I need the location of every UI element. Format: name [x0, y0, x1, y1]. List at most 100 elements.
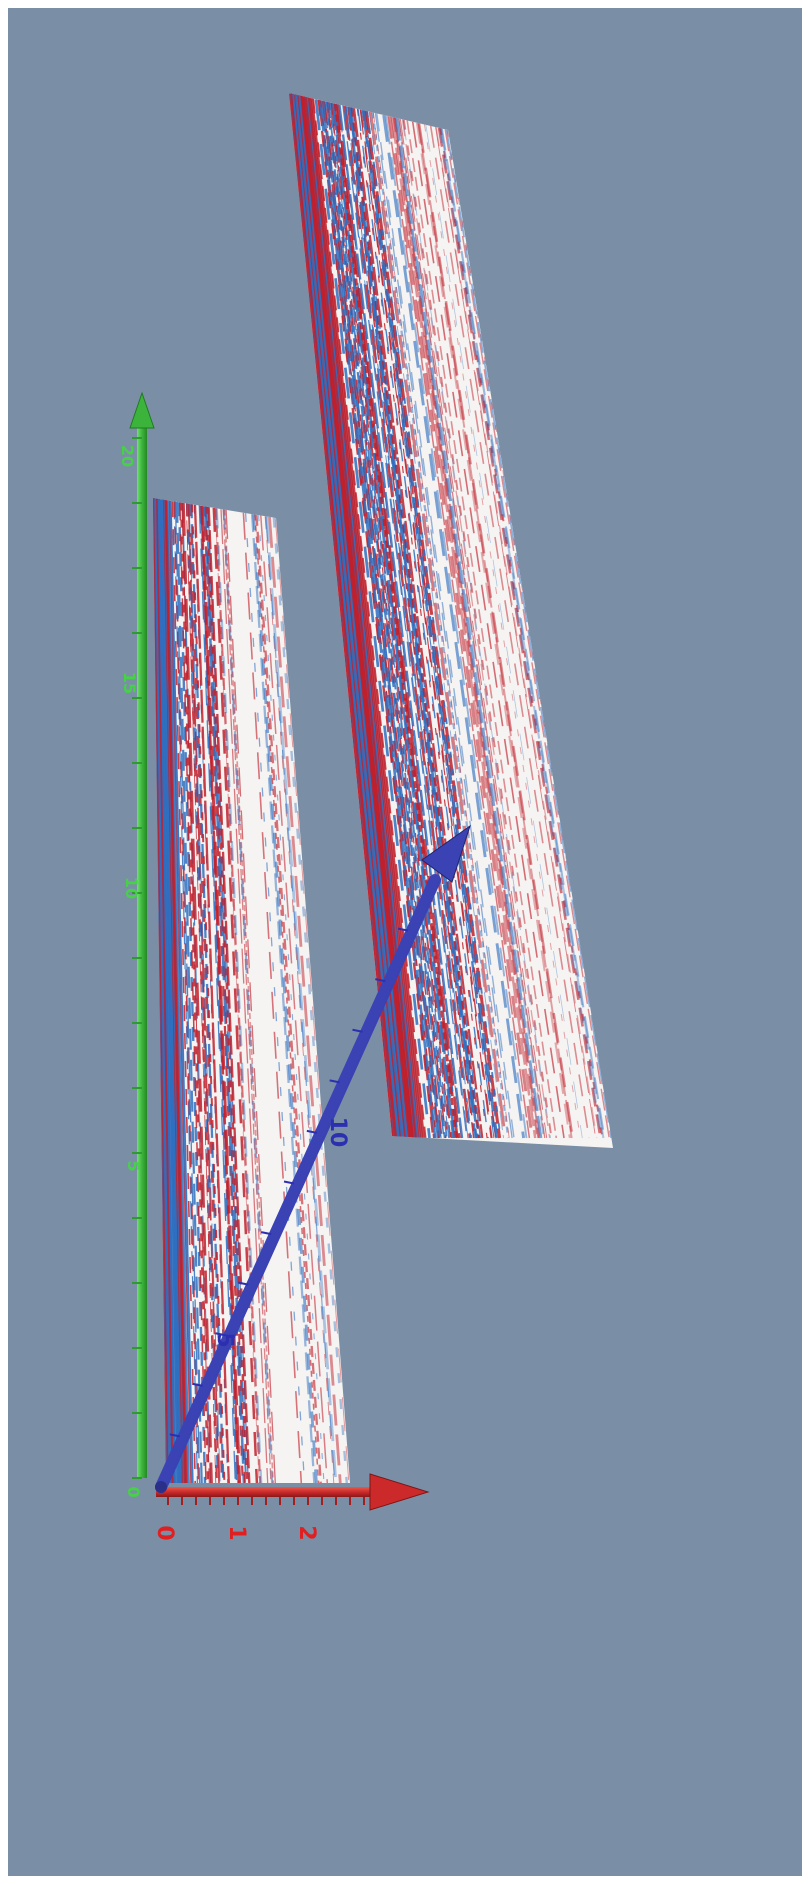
- z-axis-tick: [306, 1129, 318, 1134]
- seismic-near-trace: [189, 504, 224, 1483]
- seismic-far-trace: [310, 98, 426, 1139]
- seismic-far-trace: [314, 99, 431, 1139]
- seismic-near-trace: [242, 512, 303, 1483]
- seismic-far-trace: [359, 109, 492, 1139]
- z-axis-tick: [215, 1332, 226, 1337]
- seismic-far-trace: [357, 109, 489, 1139]
- seismic-near-trace: [193, 504, 230, 1483]
- seismic-near-trace: [182, 502, 213, 1483]
- x-axis-arrowhead: [369, 1473, 430, 1511]
- seismic-far-trace: [390, 116, 537, 1139]
- seismic-near-trace: [255, 514, 322, 1483]
- seismic-far-trace: [369, 111, 507, 1139]
- seismic-far-trace: [338, 104, 464, 1139]
- seismic-near-trace: [264, 516, 335, 1483]
- z-axis-tick: [260, 1231, 272, 1236]
- seismic-far-trace: [439, 128, 604, 1139]
- z-axis-tick: [192, 1382, 203, 1387]
- z-axis-shaft: [155, 874, 441, 1493]
- seismic-near-trace: [179, 502, 210, 1483]
- seismic-far-trace: [345, 106, 472, 1139]
- seismic-far-trace: [318, 99, 436, 1139]
- y-axis-label-15: 15: [120, 672, 139, 694]
- x-axis-label-1: 1: [224, 1525, 249, 1540]
- seismic-far-trace: [351, 107, 482, 1139]
- seismic-far-trace: [417, 123, 574, 1139]
- seismic-far-trace: [332, 103, 456, 1139]
- x-axis-shaft: [156, 1487, 376, 1497]
- y-axis-label-5: 5: [124, 1160, 143, 1171]
- seismic-far-trace: [329, 102, 450, 1139]
- seismic-far-trace: [438, 127, 603, 1139]
- seismic-far-trace: [328, 102, 449, 1139]
- seismic-far-trace: [384, 115, 528, 1139]
- seismic-far-trace: [317, 99, 435, 1139]
- seismic-near-trace: [254, 514, 320, 1483]
- seismic-far-trace: [322, 100, 442, 1139]
- seismic-near-trace: [214, 508, 262, 1483]
- seismic-far-trace: [356, 108, 488, 1139]
- seismic-near-trace: [258, 515, 325, 1483]
- seismic-far-trace: [374, 113, 513, 1139]
- x-axis: [156, 1473, 430, 1511]
- seismic-near-trace: [169, 500, 193, 1483]
- seismic-far-trace: [371, 112, 510, 1139]
- y-axis-label-10: 10: [122, 877, 141, 899]
- seismic-far-trace: [336, 104, 461, 1139]
- seismic-near-trace: [175, 501, 203, 1483]
- seismic-far-trace: [323, 101, 442, 1139]
- seismic-near-trace: [165, 500, 189, 1483]
- seismic-far-trace: [437, 127, 602, 1139]
- seismic-near-trace: [177, 502, 207, 1483]
- seismic-scene[interactable]: 0 5 10 15 20 0 1 2 5: [8, 8, 802, 1876]
- y-axis-shaft: [137, 418, 147, 1478]
- seismic-far-trace: [312, 98, 427, 1139]
- seismic-near-trace: [187, 503, 220, 1483]
- x-axis-label-0: 0: [152, 1525, 177, 1540]
- z-axis-tick: [352, 1028, 363, 1033]
- seismic-near-trace: [167, 500, 190, 1483]
- seismic-far-trace: [343, 105, 469, 1139]
- y-axis-label-20: 20: [118, 445, 137, 467]
- x-axis-label-2: 2: [294, 1525, 319, 1540]
- seismic-near-trace: [220, 509, 269, 1483]
- seismic-near-trace: [265, 516, 336, 1483]
- seismic-far-trace: [401, 119, 551, 1139]
- seismic-far-trace: [361, 110, 496, 1139]
- seismic-far-trace: [435, 127, 597, 1139]
- seismic-near-trace: [200, 505, 242, 1483]
- seismic-far-trace: [398, 118, 546, 1139]
- seismic-far-trace: [387, 115, 531, 1139]
- axis-labels: 0 5 10 15 20 0 1 2 5: [118, 445, 350, 1541]
- seismic-far-trace: [440, 128, 605, 1139]
- z-axis-tick: [375, 978, 386, 983]
- seismic-near-trace: [265, 516, 338, 1483]
- seismic-far-trace: [361, 110, 495, 1139]
- seismic-near-trace: [173, 501, 200, 1483]
- seismic-near-trace: [215, 508, 263, 1483]
- seismic-far-trace: [318, 100, 437, 1139]
- seismic-near-trace: [272, 517, 348, 1483]
- seismic-near-trace: [170, 500, 194, 1483]
- z-axis-arrowhead: [421, 824, 471, 883]
- seismic-far-trace: [444, 129, 610, 1139]
- 3d-viewport[interactable]: 0 5 10 15 20 0 1 2 5: [8, 8, 802, 1876]
- z-axis-tick: [329, 1079, 340, 1084]
- y-axis-label-0: 0: [124, 1486, 143, 1497]
- z-axis-tick: [397, 927, 409, 932]
- seismic-near-trace: [223, 509, 275, 1483]
- seismic-far-trace: [320, 100, 437, 1139]
- seismic-far-trace: [360, 109, 493, 1139]
- seismic-section-far: [289, 93, 613, 1148]
- seismic-far-trace: [347, 106, 475, 1139]
- seismic-near-trace: [268, 516, 342, 1483]
- z-axis: [155, 824, 471, 1493]
- seismic-near-trace: [160, 499, 184, 1483]
- seismic-far-trace: [342, 105, 468, 1139]
- seismic-near-trace: [191, 504, 226, 1483]
- seismic-far-trace: [399, 118, 548, 1139]
- origin-marker: [155, 1481, 167, 1493]
- seismic-far-trace: [326, 101, 447, 1139]
- seismic-near-trace: [250, 514, 316, 1483]
- y-axis-arrowhead: [129, 391, 155, 429]
